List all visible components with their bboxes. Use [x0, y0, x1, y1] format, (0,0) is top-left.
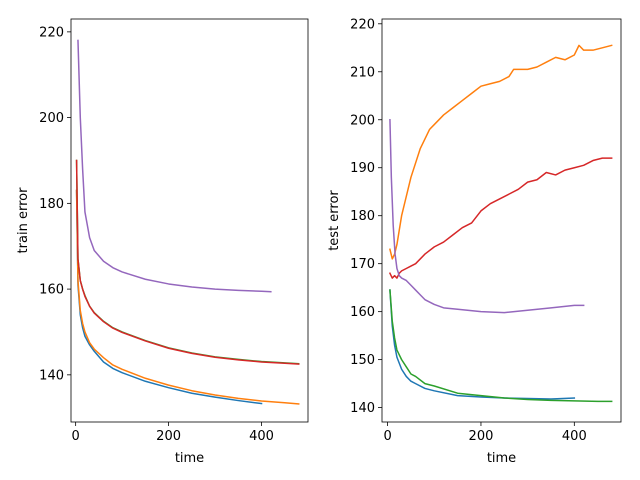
train-y-tick-label: 220 — [39, 25, 64, 40]
test-series-c4-line — [389, 118, 585, 314]
train-y-axis-label: train error — [16, 187, 31, 254]
test-y-tick-label: 160 — [350, 305, 375, 320]
train-series-c1-line — [75, 189, 300, 405]
train-series-c2-line — [75, 159, 300, 365]
train-series-c4-line — [77, 39, 272, 293]
train-x-tick-label: 0 — [72, 429, 80, 444]
test-series-c2-line — [389, 289, 613, 403]
test-x-tick-label: 400 — [562, 429, 587, 444]
test-series-group — [388, 44, 613, 403]
train-y-tick-label: 200 — [39, 111, 64, 126]
test-y-tick-label: 200 — [350, 113, 375, 128]
test-y-axis-label: test error — [327, 190, 342, 251]
test-error-axes: 0 200 400 140 150 160 170 180 190 200 210 220 time te… — [327, 17, 622, 466]
test-x-tick-label: 0 — [383, 429, 391, 444]
test-x-tick-label: 200 — [469, 429, 494, 444]
test-series-c3-line — [388, 157, 613, 279]
train-axes-frame — [70, 18, 309, 423]
test-y-tick-label: 210 — [350, 65, 375, 80]
train-series-group — [75, 39, 300, 405]
train-y-tick-label: 140 — [39, 368, 64, 383]
test-x-axis-label: time — [487, 451, 516, 466]
train-x-axis-label: time — [175, 451, 204, 466]
test-y-tick-label: 170 — [350, 257, 375, 272]
test-y-tick-label: 180 — [350, 209, 375, 224]
train-y-tick-label: 180 — [39, 197, 64, 212]
train-series-c3-line — [75, 159, 300, 365]
test-y-tick-label: 220 — [350, 17, 375, 32]
test-y-tick-label: 190 — [350, 161, 375, 176]
test-y-tick-label: 150 — [350, 353, 375, 368]
test-y-tick-label: 140 — [350, 401, 375, 416]
train-error-axes: 0 200 400 140 160 180 200 220 time train error — [16, 18, 309, 466]
train-x-tick-label: 400 — [249, 429, 274, 444]
train-series-c0-line — [75, 189, 263, 405]
train-y-tick-label: 160 — [39, 283, 64, 298]
test-series-c0-line — [389, 289, 576, 400]
test-series-c1-line — [389, 44, 613, 260]
test-axes-frame — [381, 18, 622, 423]
train-x-tick-label: 200 — [156, 429, 181, 444]
